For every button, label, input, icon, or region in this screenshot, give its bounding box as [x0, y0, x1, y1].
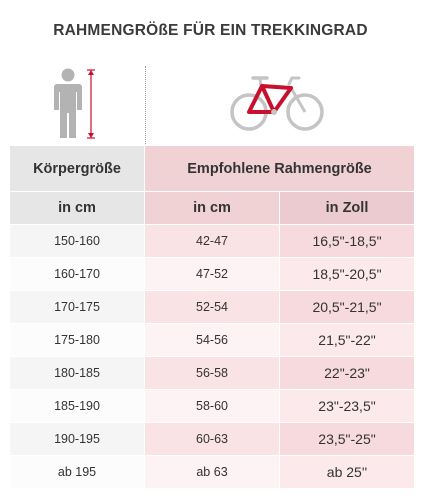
cell-frame-inch: 21,5"-22" [279, 323, 414, 357]
cell-frame-cm: 42-47 [144, 224, 280, 258]
cell-frame-inch: 23,5"-25" [279, 422, 414, 456]
table-unit-row: in cm in cm in Zoll [10, 191, 414, 225]
bicycle-frame-icon [229, 74, 325, 137]
cell-frame-cm: 56-58 [144, 356, 280, 390]
cell-frame-cm: ab 63 [144, 455, 280, 488]
cell-frame-cm: 54-56 [144, 323, 280, 357]
cell-body-height: 185-190 [10, 389, 145, 423]
person-height-icon [52, 68, 102, 149]
table-row: 180-185 56-58 22"-23" [10, 356, 414, 390]
table-row: 175-180 54-56 21,5"-22" [10, 323, 414, 357]
header-body-height: Körpergröße [10, 146, 145, 192]
table-row: 150-160 42-47 16,5"-18,5" [10, 224, 414, 258]
header-frame-size: Empfohlene Rahmengröße [144, 146, 414, 192]
cell-frame-cm: 47-52 [144, 257, 280, 291]
icon-row [0, 62, 421, 146]
cell-body-height: 150-160 [10, 224, 145, 258]
cell-body-height: 170-175 [10, 290, 145, 324]
frame-size-table: Körpergröße Empfohlene Rahmengröße in cm… [10, 146, 414, 488]
cell-frame-cm: 58-60 [144, 389, 280, 423]
table-header-row: Körpergröße Empfohlene Rahmengröße [10, 146, 414, 192]
unit-body-cm: in cm [10, 191, 145, 225]
cell-frame-inch: 23"-23,5" [279, 389, 414, 423]
page-title: RAHMENGRÖßE FÜR EIN TREKKINGRAD [53, 22, 368, 39]
cell-body-height: 190-195 [10, 422, 145, 456]
unit-frame-inch: in Zoll [279, 191, 414, 225]
icon-divider [145, 66, 146, 144]
table-row: ab 195 ab 63 ab 25'' [10, 455, 414, 488]
cell-frame-cm: 60-63 [144, 422, 280, 456]
cell-body-height: 160-170 [10, 257, 145, 291]
cell-body-height: 180-185 [10, 356, 145, 390]
table-row: 190-195 60-63 23,5"-25" [10, 422, 414, 456]
cell-body-height: ab 195 [10, 455, 145, 488]
cell-frame-inch: 18,5"-20,5" [279, 257, 414, 291]
cell-frame-cm: 52-54 [144, 290, 280, 324]
cell-frame-inch: 22"-23" [279, 356, 414, 390]
cell-frame-inch: ab 25'' [279, 455, 414, 488]
table-row: 170-175 52-54 20,5"-21,5" [10, 290, 414, 324]
cell-body-height: 175-180 [10, 323, 145, 357]
cell-frame-inch: 16,5"-18,5" [279, 224, 414, 258]
cell-frame-inch: 20,5"-21,5" [279, 290, 414, 324]
unit-frame-cm: in cm [144, 191, 280, 225]
table-row: 185-190 58-60 23"-23,5" [10, 389, 414, 423]
table-row: 160-170 47-52 18,5"-20,5" [10, 257, 414, 291]
